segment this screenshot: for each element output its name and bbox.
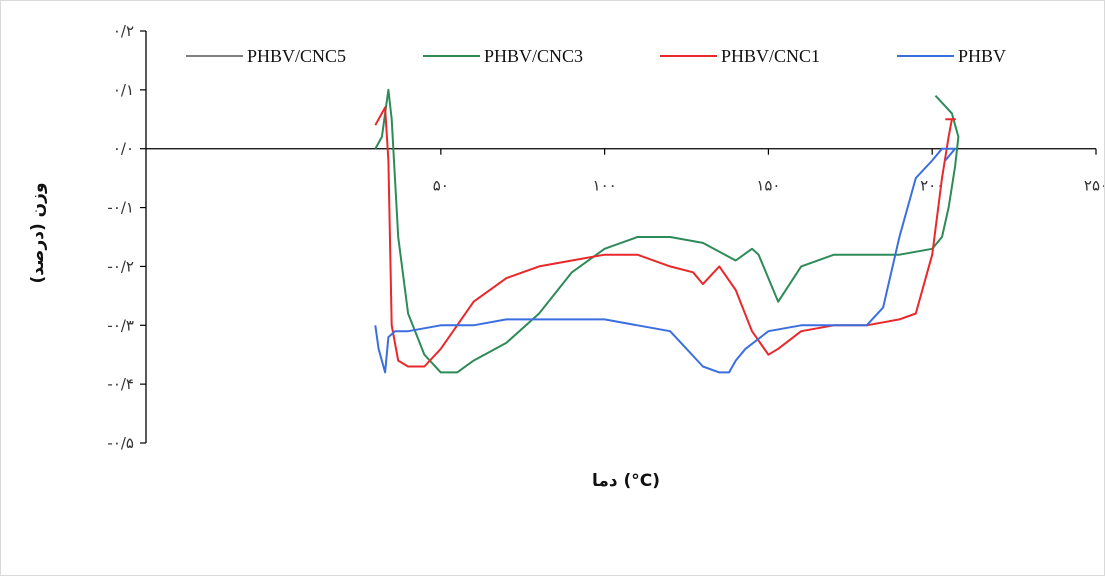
series-line-phbv: [374, 147, 957, 374]
y-tick-label: -۰/۱: [107, 199, 134, 217]
x-tick-label: ۵۰: [433, 177, 449, 195]
chart-legend: PHBV/CNC5 PHBV/CNC3 PHBV/CNC1 PHBV: [186, 46, 1006, 66]
y-tick-label: -۰/۳: [107, 316, 134, 334]
series-layer: [374, 88, 960, 374]
legend-label: PHBV/CNC3: [484, 46, 583, 66]
series-line-phbv-cnc3: [374, 88, 960, 374]
series-line-phbv-cnc1: [374, 106, 957, 368]
chart-axes: ۰/۲ ۰/۱ ۰/۰ -۰/۱ -۰/۲ -۰/۳ -۰/۴ -۰/۵ ۵۰ ۱۰۰ ۱۵۰ ۲۰۰…: [107, 22, 1104, 452]
legend-label: PHBV/CNC1: [721, 46, 820, 66]
y-tick-label: -۰/۴: [107, 375, 134, 393]
y-tick-label: ۰/۱: [113, 81, 134, 99]
y-tick-label: ۰/۰: [113, 140, 134, 158]
x-tick-label: ۱۰۰: [593, 177, 617, 195]
x-tick-label: ۲۰۰: [920, 177, 944, 195]
legend-label: PHBV/CNC5: [247, 46, 346, 66]
x-axis-title: دما (°C): [592, 471, 660, 491]
x-tick-label: ۲۵۰: [1084, 177, 1104, 195]
y-axis-title: وزن (درصد): [28, 182, 48, 283]
legend-label: PHBV: [958, 46, 1006, 66]
x-tick-label: ۱۵۰: [756, 177, 780, 195]
y-tick-label: ۰/۲: [113, 22, 134, 40]
y-tick-label: -۰/۲: [107, 257, 134, 275]
y-tick-label: -۰/۵: [107, 434, 134, 452]
